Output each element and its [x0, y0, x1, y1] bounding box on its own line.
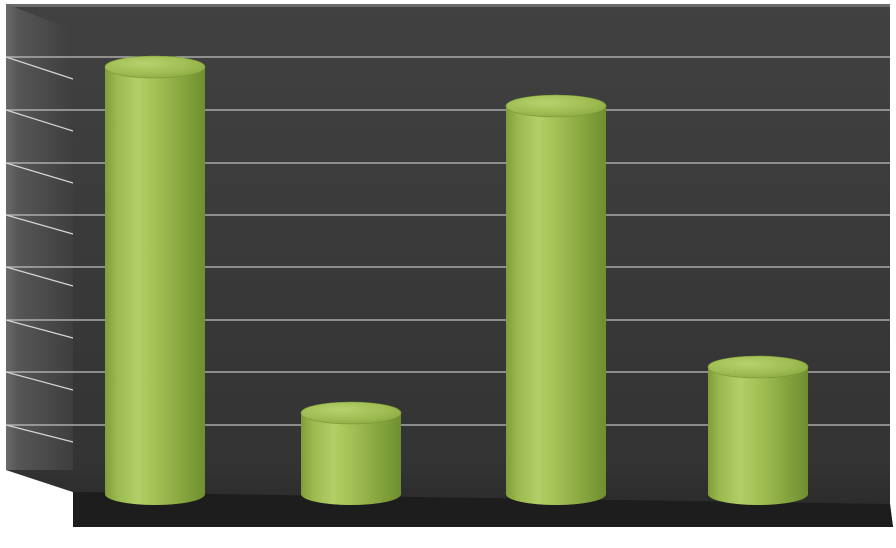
bar-body: [708, 367, 808, 505]
bar-cylinder: [506, 95, 606, 505]
bar-top: [105, 56, 205, 78]
bar-body: [301, 413, 401, 505]
back-wall-rim: [6, 4, 890, 7]
chart-scene: [6, 4, 893, 527]
bar-top: [708, 356, 808, 378]
bar-cylinder: [708, 356, 808, 505]
side-wall: [6, 4, 73, 492]
bar-cylinder: [301, 402, 401, 505]
bar-cylinder: [105, 56, 205, 505]
chart-3d-cylinder-bar: { "chart": { "type": "bar-3d-cylinder", …: [0, 0, 896, 548]
bar-body: [506, 106, 606, 505]
bar-top: [301, 402, 401, 424]
bar-top: [506, 95, 606, 117]
bar-body: [105, 67, 205, 505]
